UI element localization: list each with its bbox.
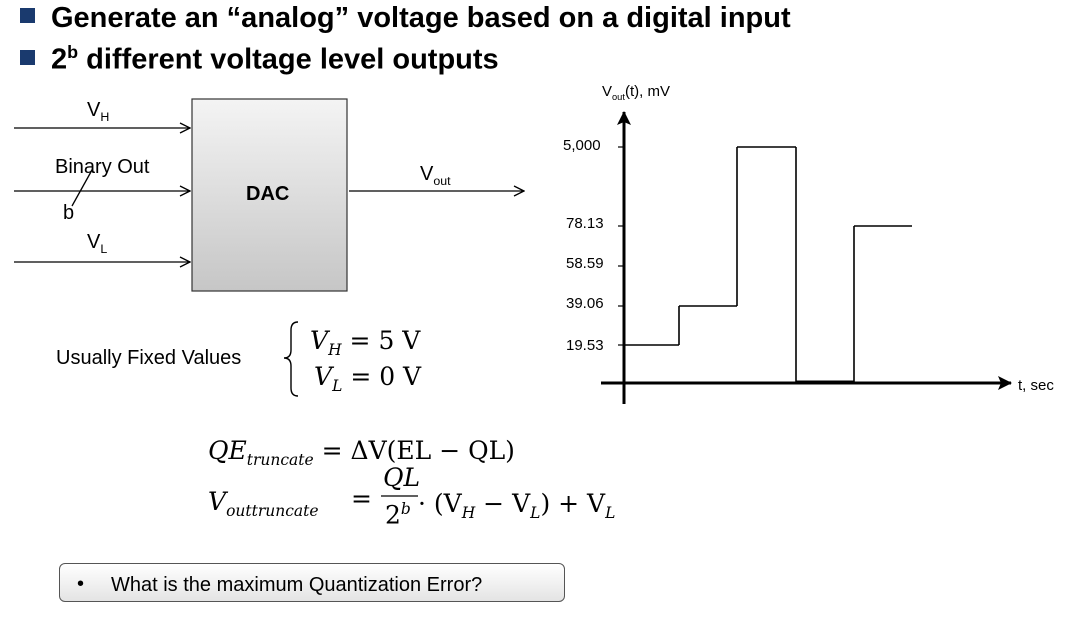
bullet-2-text: different voltage level outputs (78, 43, 499, 76)
vout-rhs-a: · (V (418, 489, 462, 518)
vout-lhs: Vouttruncate (208, 487, 319, 520)
left-brace (283, 321, 299, 397)
chart-steps (618, 146, 912, 384)
y-tick-label: 19.53 (566, 337, 604, 354)
vout-rhs: · (VH − VL) + VL (418, 489, 615, 522)
bus-slash (71, 169, 93, 207)
bullet-square-icon (20, 49, 35, 65)
vout-letter: V (420, 163, 434, 185)
x-axis-label: t, sec (1018, 377, 1054, 394)
dac-block-label: DAC (246, 183, 290, 205)
bullet-square-icon (20, 8, 35, 23)
vout-rhs-h: H (461, 504, 476, 522)
fixed-values-label: Usually Fixed Values (56, 347, 242, 369)
y-tick-label: 58.59 (566, 255, 604, 272)
vout-sub: out (433, 174, 451, 188)
vout-output-label: Vout (420, 163, 451, 188)
vl-equation: VL = 0 V (314, 362, 422, 395)
question-callout: • What is the maximum Quantization Error… (59, 563, 565, 602)
y-tick-label: 39.06 (566, 295, 604, 312)
vout-rhs-l: L (530, 504, 541, 522)
frac-numerator: QL (383, 463, 421, 492)
y-tick-label: 78.13 (566, 215, 604, 232)
chart-ylabel: Vout(t), mV (602, 83, 670, 102)
vh-value: = 5 V (349, 326, 421, 355)
qe-equation: QEtruncate = ΔV(EL − QL) (208, 436, 515, 469)
vout-equals: = (351, 484, 372, 513)
qe-rhs: = ΔV(EL − QL) (321, 436, 515, 465)
callout-bullet: • (77, 573, 85, 595)
vl-value: = 0 V (350, 362, 422, 391)
frac-denominator: 2b (385, 500, 411, 529)
ylabel-sub: out (612, 92, 625, 102)
bullet-1-text: Generate an “analog” voltage based on a … (51, 2, 791, 34)
callout-question: What is the maximum Quantization Error? (111, 574, 483, 596)
vh-equation: VH = 5 V (310, 326, 421, 359)
vout-lhs-letter: V (208, 487, 227, 516)
vh-letter: V (87, 99, 101, 121)
vh-sub: H (100, 110, 110, 124)
vout-lhs-sub2: truncate (251, 502, 319, 520)
frac-den-base: 2 (385, 500, 401, 530)
ylabel-letter: V (602, 83, 613, 100)
bullet-2: 2b different voltage level outputs (20, 42, 499, 77)
vout-rhs-c: ) + V (540, 489, 606, 518)
bullet-1: Generate an “analog” voltage based on a … (20, 2, 791, 35)
bullet-2-base: 2 (51, 43, 68, 76)
bits-label: b (63, 202, 75, 224)
qe-sub: truncate (246, 451, 314, 469)
vl-input-label: VL (87, 231, 107, 256)
vl-letter: V (87, 231, 101, 253)
vh-input-label: VH (87, 99, 109, 124)
ylabel-tail: (t), mV (624, 83, 670, 100)
y-tick-label: 5,000 (563, 137, 601, 154)
vl-sub: L (100, 242, 108, 256)
vout-rhs-b: − V (475, 489, 531, 518)
binary-input-label: Binary Out (55, 156, 150, 178)
vout-lhs-sub1: out (226, 502, 252, 520)
dac-block (191, 98, 348, 292)
vout-rhs-l2: L (605, 504, 616, 522)
qe-lhs: QE (208, 436, 247, 465)
bullet-2-exp: b (67, 42, 79, 62)
frac-den-exp: b (400, 500, 411, 518)
